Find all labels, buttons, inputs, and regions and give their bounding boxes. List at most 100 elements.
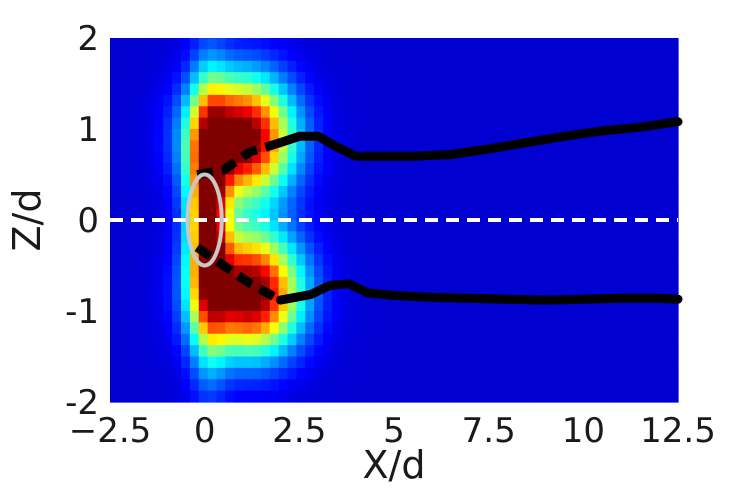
heatmap-cell [438, 333, 448, 346]
heatmap-cell [110, 322, 120, 335]
heatmap-cell [154, 276, 164, 289]
heatmap-cell [518, 299, 528, 312]
heatmap-cell [615, 49, 626, 62]
heatmap-cell [429, 106, 439, 119]
heatmap-cell [473, 254, 484, 267]
heatmap-cell [340, 72, 351, 85]
heatmap-cell [651, 185, 661, 198]
heatmap-cell [553, 117, 564, 130]
heatmap-cell [669, 140, 679, 153]
heatmap-cell [394, 333, 404, 346]
heatmap-cell [385, 345, 395, 358]
heatmap-cell [438, 231, 448, 244]
heatmap-cell [376, 140, 386, 153]
heatmap-cell [580, 174, 590, 187]
heatmap-cell [385, 49, 395, 62]
heatmap-cell [385, 265, 395, 278]
heatmap-cell [633, 231, 644, 244]
heatmap-cell [402, 49, 413, 62]
heatmap-cell [154, 220, 164, 232]
heatmap-cell [429, 185, 439, 198]
heatmap-cell [172, 231, 182, 244]
heatmap-cell [456, 163, 466, 176]
heatmap-cell [456, 220, 466, 232]
heatmap-cell [385, 60, 395, 73]
heatmap-cell [429, 311, 439, 323]
heatmap-cell [243, 208, 253, 221]
heatmap-cell [500, 174, 510, 187]
heatmap-cell [633, 38, 644, 50]
heatmap-cell [252, 151, 262, 164]
heatmap-cell [358, 265, 368, 278]
heatmap-cell [598, 322, 608, 335]
heatmap-cell [429, 38, 439, 50]
heatmap-cell [323, 197, 333, 210]
heatmap-cell [278, 367, 289, 380]
heatmap-cell [385, 94, 395, 107]
heatmap-cell [154, 333, 164, 346]
heatmap-cell [411, 220, 422, 232]
heatmap-cell [482, 254, 493, 267]
heatmap-cell [110, 231, 120, 244]
heatmap-cell [243, 379, 253, 392]
heatmap-cell [216, 311, 226, 323]
heatmap-cell [260, 242, 271, 255]
heatmap-cell [456, 117, 466, 130]
heatmap-cell [163, 231, 173, 244]
heatmap-cell [145, 49, 155, 62]
heatmap-cell [314, 163, 324, 176]
heatmap-cell [615, 106, 626, 119]
heatmap-cell [553, 106, 564, 119]
heatmap-cell [269, 254, 280, 267]
heatmap-cell [252, 94, 262, 107]
heatmap-cell [189, 151, 200, 164]
heatmap-cell [482, 174, 493, 187]
heatmap-cell [331, 242, 342, 255]
heatmap-cell [447, 106, 457, 119]
heatmap-cell [260, 151, 271, 164]
heatmap-cell [331, 288, 342, 301]
heatmap-cell [473, 60, 484, 73]
heatmap-cell [394, 220, 404, 232]
heatmap-cell [340, 231, 351, 244]
heatmap-cell [580, 151, 590, 164]
heatmap-cell [110, 345, 120, 358]
heatmap-cell [429, 49, 439, 62]
heatmap-cell [456, 379, 466, 392]
heatmap-cell [314, 197, 324, 210]
heatmap-cell [589, 220, 599, 232]
heatmap-cell [642, 129, 652, 141]
heatmap-cell [500, 83, 510, 96]
heatmap-cell [669, 322, 679, 335]
heatmap-cell [580, 220, 590, 232]
heatmap-cell [225, 220, 235, 232]
heatmap-cell [340, 356, 351, 369]
heatmap-cell [633, 265, 644, 278]
heatmap-cell [615, 197, 626, 210]
heatmap-cell [260, 49, 271, 62]
heatmap-cell [314, 276, 324, 289]
heatmap-cell [500, 242, 510, 255]
heatmap-cell [314, 174, 324, 187]
heatmap-cell [216, 333, 226, 346]
heatmap-cell [607, 390, 617, 403]
heatmap-cell [536, 276, 546, 289]
heatmap-cell [615, 38, 626, 50]
heatmap-cell [385, 242, 395, 255]
heatmap-cell [367, 163, 377, 176]
heatmap-cell [553, 38, 564, 50]
heatmap-cell [385, 174, 395, 187]
heatmap-cell [438, 311, 448, 323]
heatmap-cell [136, 129, 147, 141]
heatmap-cell [110, 163, 120, 176]
heatmap-cell [509, 106, 519, 119]
heatmap-cell [447, 140, 457, 153]
heatmap-cell [198, 367, 209, 380]
heatmap-cell [482, 197, 493, 210]
heatmap-cell [127, 311, 138, 323]
heatmap-cell [252, 345, 262, 358]
heatmap-cell [544, 288, 555, 301]
heatmap-cell [181, 163, 191, 176]
heatmap-cell [385, 38, 395, 50]
heatmap-cell [633, 185, 644, 198]
